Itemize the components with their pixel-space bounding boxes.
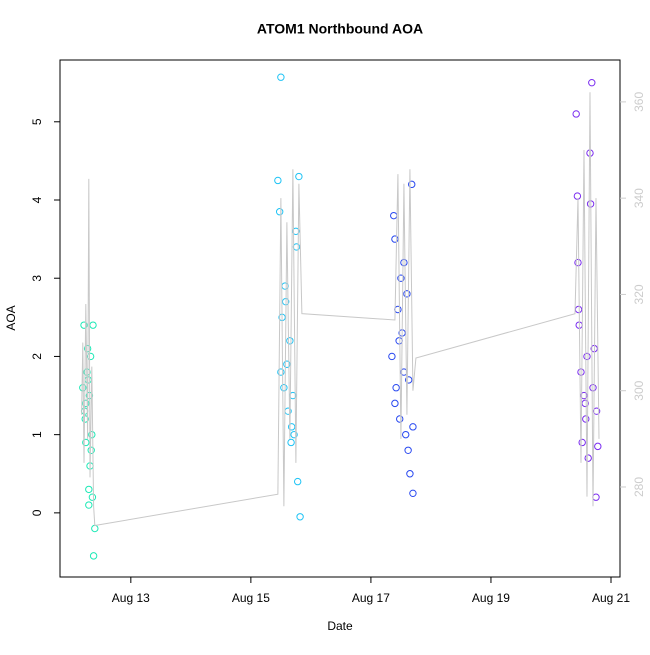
point (283, 360, 291, 368)
y-tick-label: 1 (30, 431, 44, 438)
point (573, 192, 582, 200)
point (86, 352, 95, 361)
point (589, 384, 597, 392)
point (274, 176, 282, 185)
point (391, 235, 399, 243)
point (89, 552, 98, 560)
point (583, 352, 591, 361)
point (91, 524, 99, 533)
point (85, 485, 93, 494)
point (578, 438, 586, 447)
point (87, 446, 95, 454)
point (396, 415, 404, 423)
x-tick-label: Aug 17 (352, 591, 390, 605)
y2-tick-label: 360 (632, 92, 646, 112)
point (397, 274, 405, 282)
point (584, 454, 592, 462)
x-axis-label: Date (327, 619, 353, 633)
y-tick-label: 4 (30, 196, 44, 203)
x-tick-label: Aug 13 (112, 591, 150, 605)
y2-tick-label: 280 (632, 477, 646, 497)
point (85, 501, 93, 509)
point (286, 337, 294, 345)
point (287, 423, 296, 431)
point (592, 407, 601, 415)
point (293, 477, 302, 486)
point (409, 423, 417, 431)
point (277, 73, 285, 81)
point (277, 368, 285, 376)
plot-frame (59, 59, 621, 578)
point (403, 290, 411, 298)
point (574, 258, 582, 267)
y-tick-label: 2 (30, 353, 44, 360)
x-tick-label: Aug 19 (472, 591, 510, 605)
point (82, 399, 90, 408)
y2-tick-label: 320 (632, 284, 646, 304)
point (580, 391, 588, 400)
point (594, 442, 602, 451)
y-tick-label: 5 (30, 118, 44, 125)
point (82, 438, 90, 447)
y-tick-label: 0 (30, 509, 44, 516)
y2-tick-label: 300 (632, 380, 646, 400)
x-tick-label: Aug 21 (592, 591, 630, 605)
point (577, 368, 585, 376)
point (388, 352, 396, 361)
point (81, 415, 89, 423)
point (404, 446, 412, 454)
point (88, 493, 97, 501)
point (391, 399, 399, 408)
point (296, 513, 304, 521)
x-tick-label: Aug 15 (232, 591, 270, 605)
point (572, 110, 580, 118)
point (395, 337, 403, 345)
point (287, 438, 295, 447)
point (574, 305, 583, 314)
point (392, 384, 400, 392)
point (405, 376, 413, 384)
point (290, 430, 298, 439)
y-axis-label: AOA (4, 305, 18, 330)
series-line (81, 92, 600, 527)
point (295, 172, 303, 181)
point (280, 384, 288, 392)
point (400, 258, 408, 267)
y2-tick-label: 340 (632, 188, 646, 208)
point (592, 493, 600, 501)
point (408, 180, 416, 189)
point (275, 208, 284, 216)
point (80, 321, 88, 329)
point (588, 78, 596, 87)
y-tick-label: 3 (30, 275, 44, 282)
point (88, 430, 96, 439)
point (390, 211, 398, 220)
point (89, 321, 97, 329)
point (406, 470, 414, 478)
point (394, 305, 402, 314)
point (582, 415, 590, 423)
point (402, 430, 410, 439)
chart-title: ATOM1 Northbound AOA (257, 21, 423, 37)
point (409, 489, 417, 498)
